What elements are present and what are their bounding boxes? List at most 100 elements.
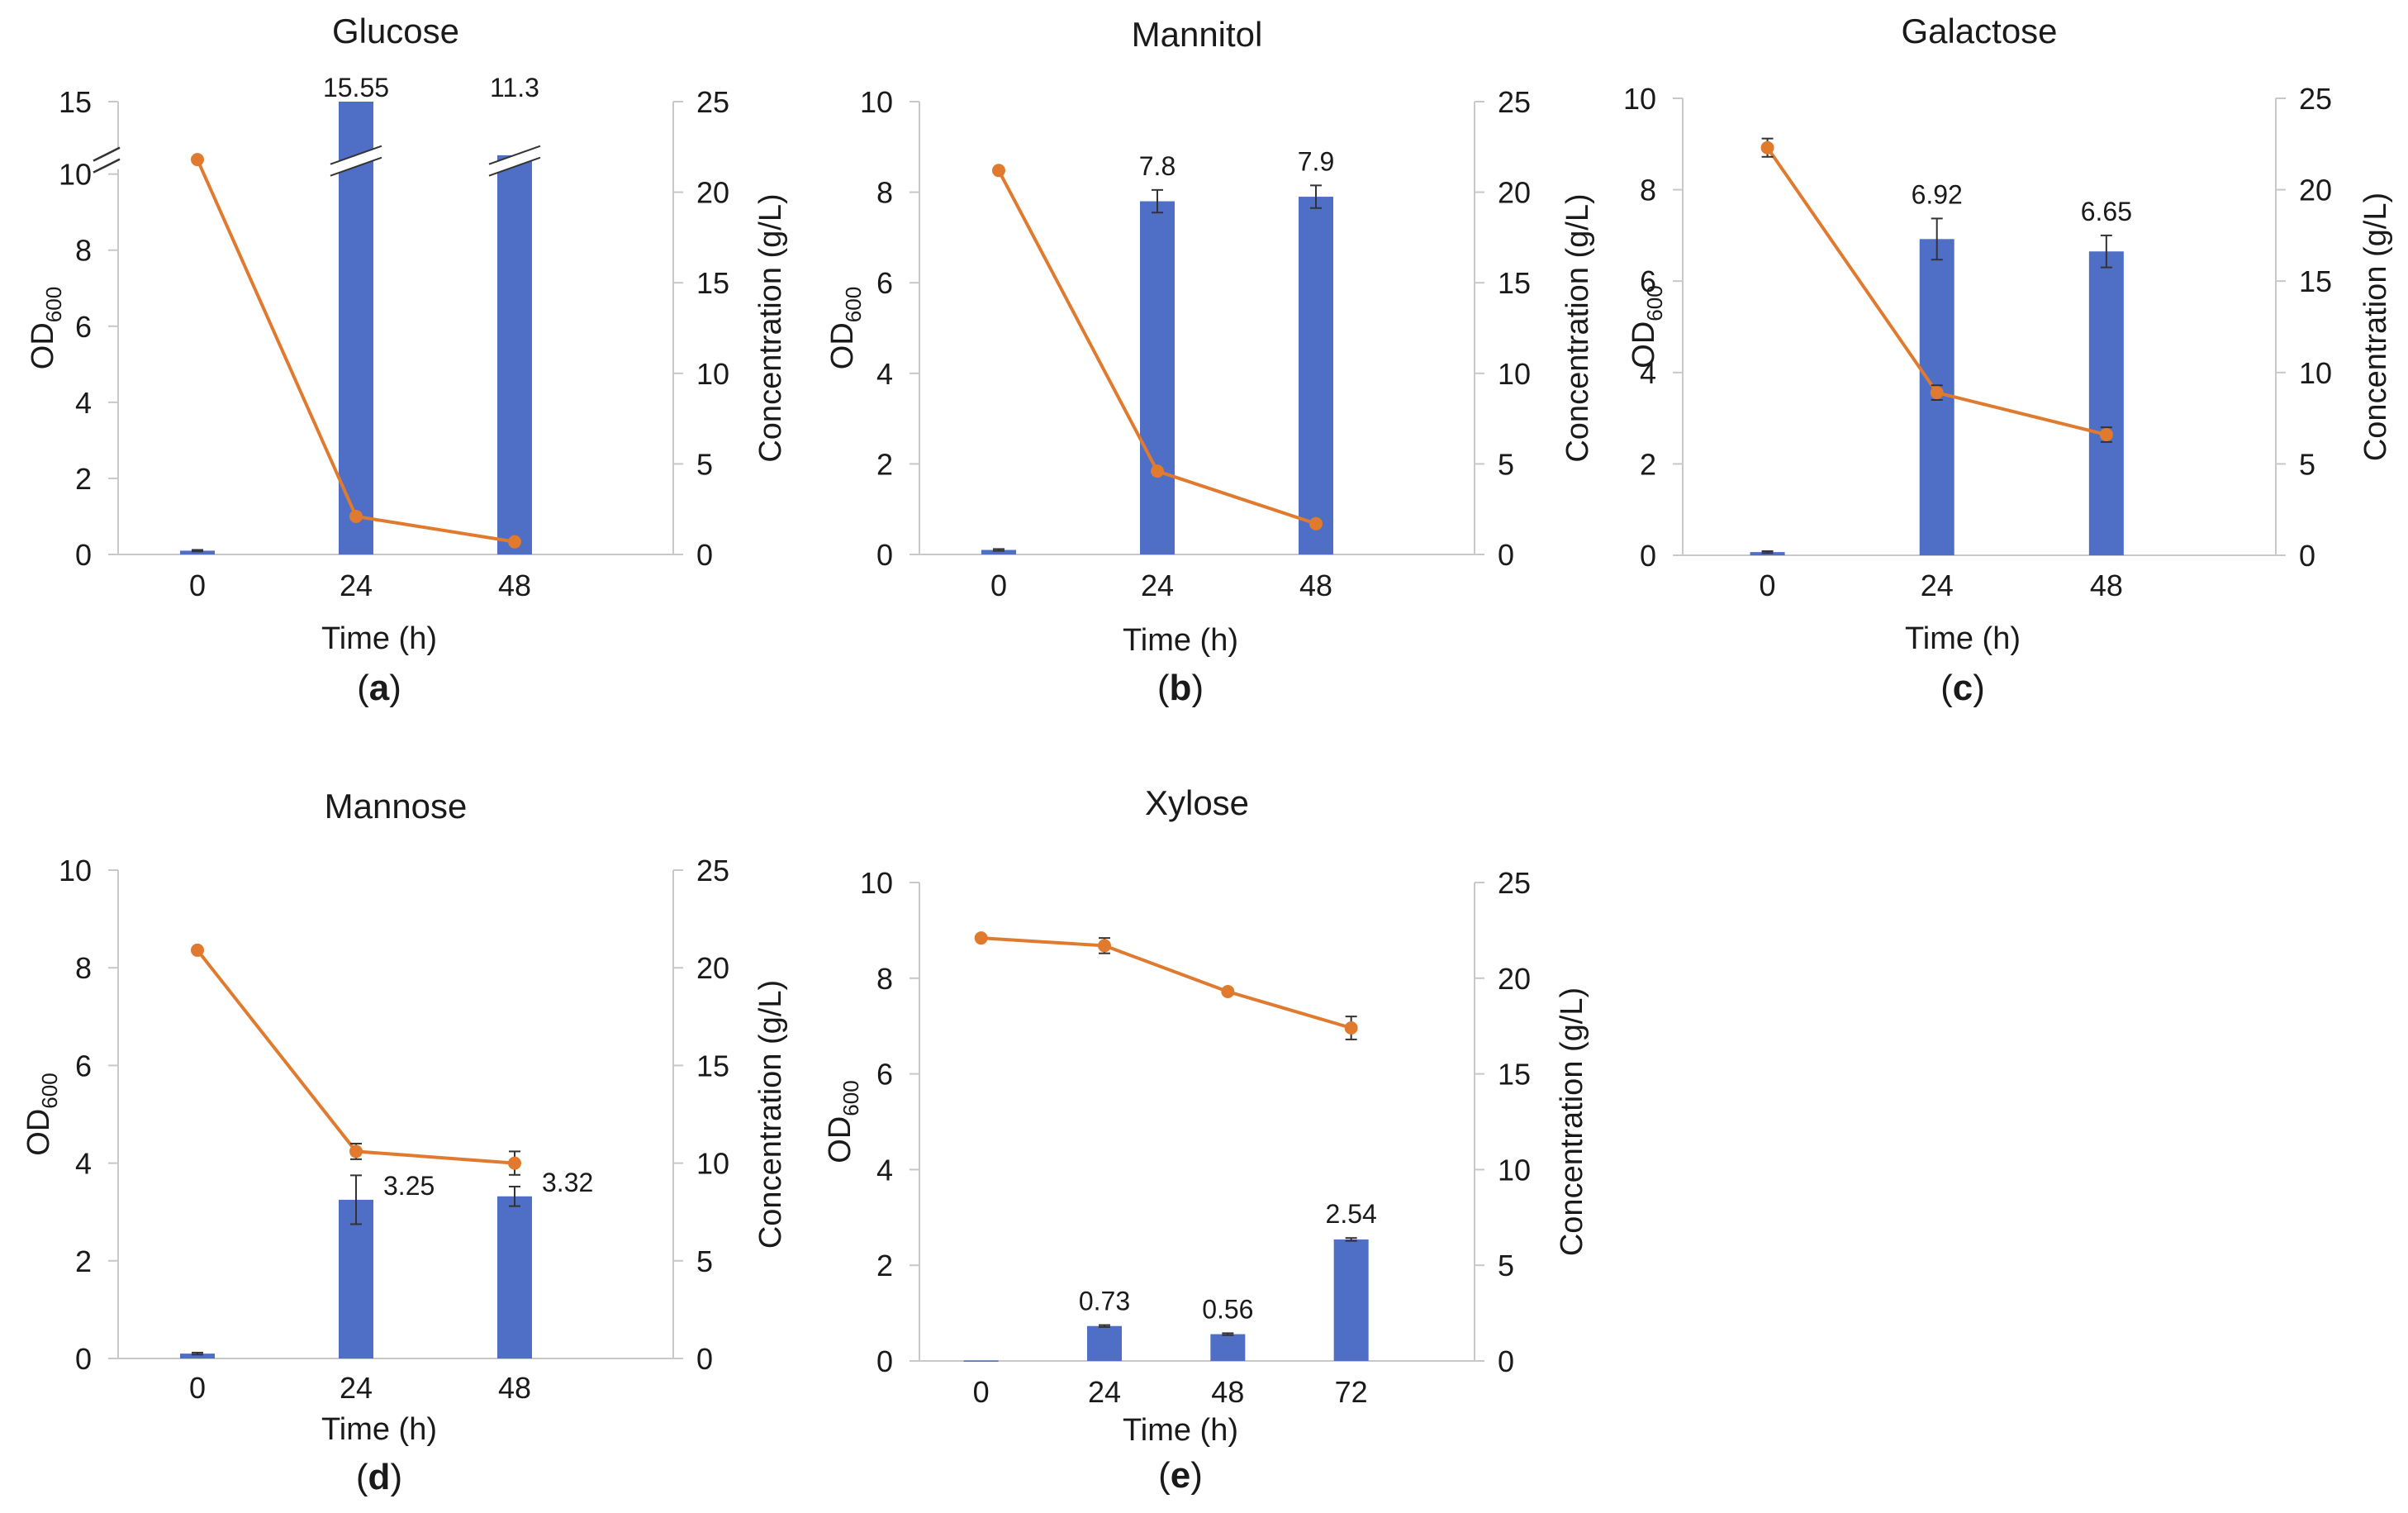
panel-label: (d) — [356, 1457, 402, 1497]
left-axis-label-main: OD — [823, 1116, 857, 1163]
panel-label-close: ) — [1191, 668, 1204, 708]
right-tick-label: 25 — [1498, 85, 1531, 119]
concentration-line — [981, 936, 1352, 1030]
right-tick-label: 25 — [696, 85, 729, 119]
od600-bar — [2088, 251, 2124, 555]
right-tick-label: 5 — [696, 447, 713, 481]
od600-bar — [497, 1196, 532, 1358]
concentration-point — [349, 509, 363, 523]
x-tick-label: 48 — [498, 569, 531, 602]
right-tick-label: 5 — [2299, 447, 2315, 481]
right-tick-label: 0 — [696, 1342, 713, 1376]
concentration-point — [1151, 464, 1164, 478]
right-tick-label: 10 — [2299, 356, 2332, 390]
left-axis-label: OD600 — [21, 1073, 62, 1155]
left-tick-label: 8 — [1640, 174, 1656, 207]
concentration-point — [1760, 140, 1774, 155]
x-tick-label: 0 — [990, 569, 1007, 602]
od600-bar — [339, 1199, 373, 1358]
x-tick-label: 24 — [1921, 569, 1954, 602]
left-tick-label: 8 — [75, 951, 92, 985]
panel-label-close: ) — [389, 668, 401, 708]
left-tick-label: 4 — [1640, 356, 1656, 390]
od600-bar — [981, 550, 1016, 554]
left-tick-label: 0 — [876, 538, 893, 572]
right-tick-label: 15 — [1498, 266, 1531, 300]
right-tick-label: 25 — [696, 854, 729, 887]
x-tick-label: 0 — [189, 569, 206, 602]
left-axis-label-main: OD — [21, 1109, 56, 1156]
panel-label-open: ( — [1158, 1455, 1171, 1496]
bar-break-gap — [489, 145, 540, 176]
left-tick-label: 2 — [75, 1244, 92, 1278]
concentration-point — [2099, 428, 2113, 442]
od600-bar — [1210, 1334, 1246, 1361]
od600-bar — [1333, 1239, 1369, 1361]
chart-title: Mannitol — [1132, 15, 1263, 54]
bar-break-mark — [330, 145, 382, 165]
left-axis-label-main: OD — [825, 322, 860, 369]
bar-break-gap — [330, 145, 382, 176]
left-tick-label: 6 — [75, 1049, 92, 1082]
left-tick-label: 8 — [876, 176, 893, 210]
od600-bar — [963, 1360, 999, 1362]
right-axis-label: Concentration (g/L) — [753, 193, 788, 462]
right-tick-label: 5 — [696, 1244, 713, 1278]
concentration-point — [508, 1156, 521, 1170]
panel-label-open: ( — [357, 668, 369, 708]
axis-break-mark — [93, 146, 121, 162]
right-tick-label: 0 — [1498, 1344, 1514, 1378]
bar-break-mark — [488, 145, 541, 165]
left-axis-label-main: OD — [1627, 321, 1661, 369]
right-axis-label: Concentration (g/L) — [2358, 193, 2393, 461]
right-tick-label: 15 — [2299, 264, 2332, 298]
concentration-point — [974, 931, 988, 945]
left-axis-label-sub: 600 — [838, 1080, 863, 1116]
left-tick-label: 4 — [876, 1153, 893, 1187]
right-tick-label: 15 — [696, 266, 729, 300]
x-axis-label: Time (h) — [321, 1412, 437, 1447]
x-axis-label: Time (h) — [1123, 623, 1238, 658]
left-tick-label: 4 — [876, 357, 893, 391]
x-tick-label: 48 — [1299, 569, 1332, 602]
left-tick-label: 2 — [75, 462, 92, 496]
concentration-point — [1344, 1021, 1358, 1035]
x-axis-label: Time (h) — [321, 621, 437, 656]
left-tick-label: 0 — [876, 1344, 893, 1378]
left-axis-label-sub: 600 — [37, 1073, 62, 1108]
x-tick-label: 24 — [1141, 569, 1174, 602]
right-tick-label: 10 — [696, 357, 729, 391]
x-tick-label: 48 — [1211, 1375, 1244, 1409]
panel-label-close: ) — [1973, 668, 1985, 708]
bar-data-label: 3.32 — [542, 1168, 593, 1197]
concentration-line — [196, 949, 515, 1165]
x-tick-label: 48 — [498, 1371, 531, 1405]
concentration-point — [508, 535, 521, 549]
right-tick-label: 20 — [696, 176, 729, 210]
left-tick-label: 15 — [59, 85, 92, 119]
left-tick-label: 2 — [1640, 447, 1656, 481]
x-tick-label: 24 — [1088, 1375, 1121, 1409]
od600-bar — [180, 550, 215, 554]
x-tick-label: 72 — [1335, 1375, 1368, 1409]
od600-bar — [339, 102, 373, 554]
x-axis-label: Time (h) — [1905, 621, 2021, 656]
chart-title: Glucose — [332, 12, 459, 50]
left-tick-label: 4 — [75, 386, 92, 420]
bar-data-label: 11.3 — [490, 73, 539, 102]
concentration-point — [1221, 985, 1235, 999]
panel-label-letter: e — [1171, 1455, 1190, 1496]
panel-label-open: ( — [356, 1457, 368, 1497]
bar-data-label: 7.9 — [1298, 146, 1334, 176]
left-tick-label: 10 — [860, 866, 893, 900]
concentration-point — [1098, 939, 1111, 953]
right-axis-label: Concentration (g/L) — [1555, 987, 1589, 1256]
left-tick-label: 8 — [876, 962, 893, 996]
right-tick-label: 5 — [1498, 447, 1514, 481]
left-tick-label: 2 — [876, 1249, 893, 1282]
bar-data-label: 0.73 — [1079, 1287, 1130, 1316]
bar-data-label: 15.55 — [323, 73, 389, 102]
axis-break-mark — [93, 158, 121, 174]
